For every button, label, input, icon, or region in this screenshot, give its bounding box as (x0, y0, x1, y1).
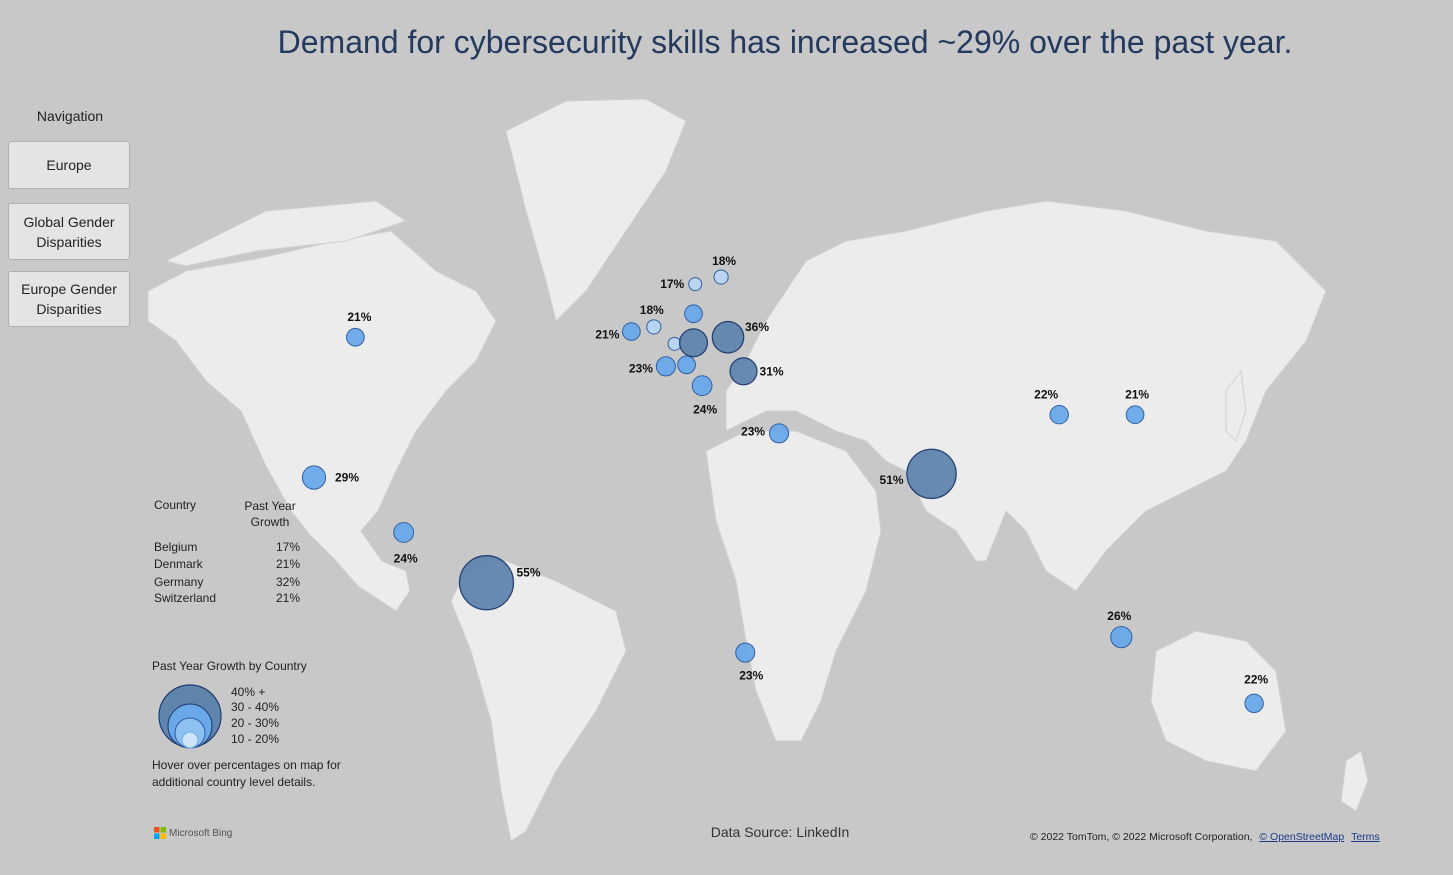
bubble-label-israel[interactable]: 23% (741, 424, 765, 438)
world-map[interactable]: 21% 29% 24% 55% 21% 18% 23% 24% 17% 18% 36% 31% 23% 2… (146, 91, 1416, 851)
bubble-label-japan[interactable]: 21% (1125, 388, 1149, 402)
bubble-label-poland[interactable]: 36% (745, 320, 769, 334)
bubble-label-italy[interactable]: 24% (693, 403, 717, 417)
bubble-india[interactable] (906, 448, 957, 500)
bubble-denmark[interactable] (684, 304, 703, 324)
terms-link[interactable]: Terms (1351, 831, 1380, 843)
bubble-label-uk[interactable]: 18% (640, 303, 664, 317)
bing-logo: Microsoft Bing (154, 827, 232, 839)
bubble-south_africa[interactable] (735, 642, 756, 663)
bubble-romania[interactable] (729, 357, 758, 386)
bubble-label-australia[interactable]: 26% (1107, 609, 1131, 623)
table-header-country: Country (154, 498, 197, 512)
bubble-germany[interactable] (678, 328, 709, 358)
bubble-label-ireland[interactable]: 21% (595, 328, 619, 342)
bubble-sweden[interactable] (713, 269, 729, 285)
nav-europe-gender-disparities-button[interactable]: Europe Gender Disparities (8, 271, 130, 327)
page-title: Demand for cybersecurity skills has incr… (277, 24, 1293, 60)
landmasses (147, 98, 1369, 842)
table-cell-growth: 21% (276, 591, 301, 605)
bubble-norway[interactable] (688, 277, 703, 292)
bubble-label-china[interactable]: 22% (1034, 388, 1058, 402)
nav-global-gender-disparities-button[interactable]: Global Gender Disparities (8, 203, 130, 260)
table-header-growth: Past Year Growth (244, 499, 296, 529)
size-legend-label: 10 - 20% (231, 732, 279, 746)
table-row: Germany (154, 575, 204, 589)
bubble-israel[interactable] (769, 423, 790, 444)
bubble-label-new_zealand[interactable]: 22% (1244, 672, 1268, 686)
size-legend-label: 40% + (231, 685, 265, 699)
bubble-label-sweden[interactable]: 18% (712, 254, 736, 268)
bubble-new_zealand[interactable] (1244, 693, 1264, 714)
bubble-label-south_africa[interactable]: 23% (739, 669, 763, 683)
bubble-colombia[interactable] (393, 522, 415, 543)
bubble-switzerland[interactable] (677, 355, 696, 375)
size-legend: 40% + 30 - 40% 20 - 30% 10 - 20% (158, 684, 279, 749)
bubble-australia[interactable] (1110, 626, 1133, 649)
bubble-china[interactable] (1049, 404, 1069, 425)
bubble-label-brazil[interactable]: 55% (517, 566, 541, 580)
bubble-uk[interactable] (646, 319, 662, 335)
bubble-label-india[interactable]: 51% (880, 473, 904, 487)
table-row: Belgium (154, 540, 198, 554)
size-legend-label: 30 - 40% (231, 700, 279, 714)
bubble-japan[interactable] (1125, 405, 1145, 425)
size-legend-circle-10 (181, 731, 199, 749)
bubble-label-canada[interactable]: 21% (347, 310, 371, 324)
size-legend-title: Past Year Growth by Country (152, 659, 307, 673)
microsoft-logo-icon (154, 827, 166, 839)
map-attribution: © 2022 TomTom, © 2022 Microsoft Corporat… (1030, 831, 1380, 843)
bubble-layer[interactable]: 21% 29% 24% 55% 21% 18% 23% 24% 17% 18% 36% 31% 23% 2… (301, 254, 1268, 714)
attribution-text: © 2022 TomTom, © 2022 Microsoft Corporat… (1030, 831, 1253, 843)
bubble-label-romania[interactable]: 31% (760, 364, 784, 378)
bubble-label-mexico[interactable]: 29% (335, 471, 359, 485)
bubble-ireland[interactable] (622, 322, 641, 341)
table-row: Denmark (154, 557, 203, 571)
bubble-france[interactable] (655, 356, 676, 377)
navigation-heading: Navigation (36, 108, 104, 124)
data-source: Data Source: LinkedIn (710, 824, 850, 840)
bubble-mexico[interactable] (301, 465, 327, 490)
table-row: Switzerland (154, 591, 217, 605)
bubble-label-france[interactable]: 23% (629, 361, 653, 375)
bubble-brazil[interactable] (458, 555, 515, 611)
hover-note: Hover over percentages on map for additi… (152, 758, 341, 789)
size-legend-label: 20 - 30% (231, 716, 279, 730)
bing-logo-text: Microsoft Bing (169, 827, 233, 839)
nav-europe-button[interactable]: Europe (8, 141, 130, 189)
openstreetmap-link[interactable]: © OpenStreetMap (1259, 831, 1345, 843)
bubble-label-colombia[interactable]: 24% (394, 551, 418, 565)
bubble-canada[interactable] (346, 327, 365, 347)
table-cell-growth: 21% (276, 557, 301, 571)
bubble-poland[interactable] (711, 320, 745, 354)
table-cell-growth: 32% (276, 575, 301, 589)
table-cell-growth: 17% (276, 540, 301, 554)
bubble-label-norway[interactable]: 17% (660, 277, 684, 291)
bubble-italy[interactable] (691, 375, 713, 397)
